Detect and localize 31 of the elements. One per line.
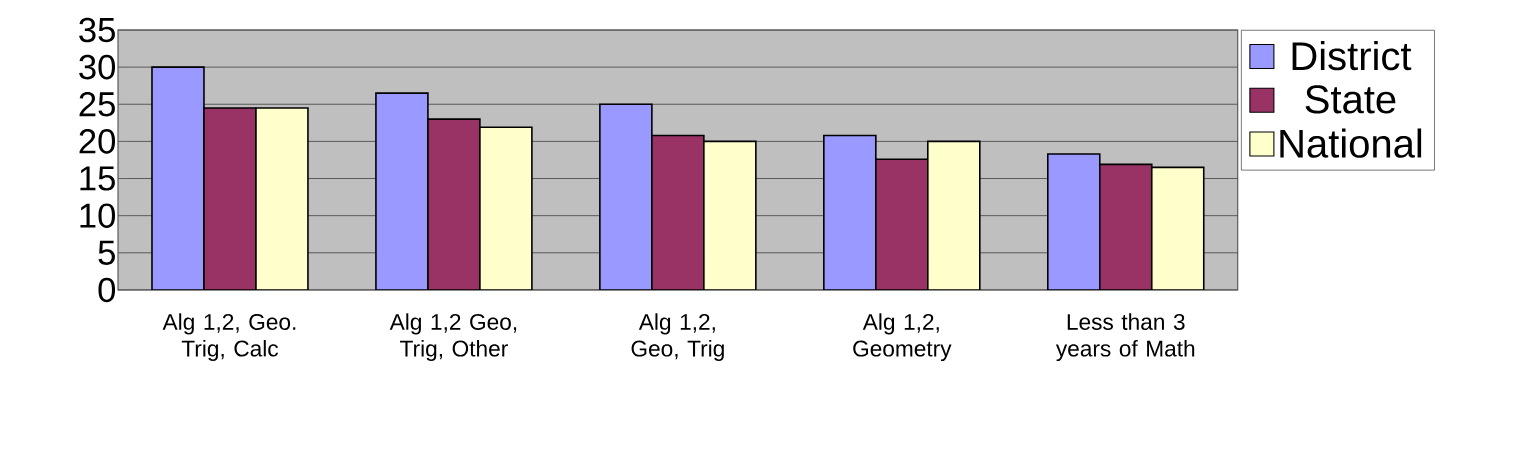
x-tick-label: Less than 3 years of Math [1055,313,1195,362]
y-tick-label: 35 [79,17,115,43]
bar [651,134,705,290]
y-tick-label: 25 [79,92,115,117]
y-tick-label: 10 [80,203,116,228]
x-tick-label: Alg 1,2, Geo, Trig [631,313,724,362]
bar [427,118,481,290]
x-tick-label: Alg 1,2 Geo, Trig, Other [389,313,517,362]
y-tick-label: 5 [98,240,115,265]
y-tick-label: 0 [98,277,116,303]
y-tick-label: 20 [79,129,116,154]
y-tick-label: 30 [79,54,116,80]
y-tick-label: 15 [80,166,115,191]
bar [1046,153,1101,290]
bar [151,67,204,290]
bar [203,108,256,290]
legend-label: District [1292,40,1412,71]
bar [599,103,653,290]
bar [375,92,429,290]
bar [479,126,533,290]
bar [255,108,308,290]
bar [875,158,929,290]
bar [823,134,877,290]
x-tick-label: Alg 1,2, Geo. Trig, Calc [162,313,296,362]
bar [1150,166,1205,290]
legend-label: National [1280,128,1422,158]
bar [703,140,757,290]
bar [927,140,981,290]
legend-label: State [1305,85,1396,114]
x-tick-label: Alg 1,2, Geometry [853,313,952,362]
bar [1098,163,1153,290]
